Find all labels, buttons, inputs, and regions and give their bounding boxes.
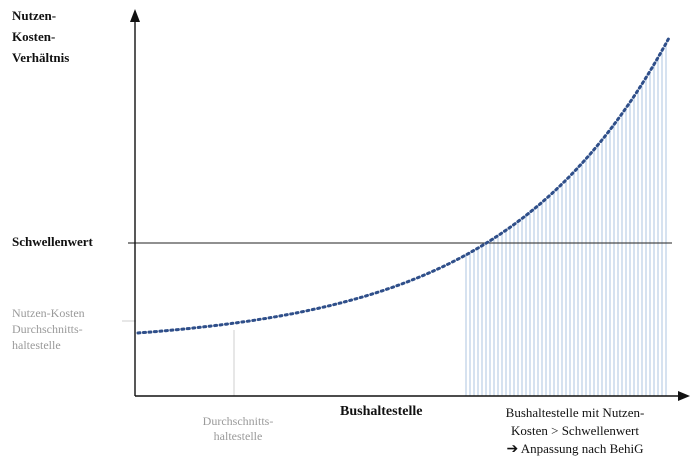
y-axis-arrowhead bbox=[130, 9, 140, 22]
avg-ratio-label-line: Durchschnitts- bbox=[12, 321, 122, 337]
right-note-line: Bushaltestelle mit Nutzen- bbox=[470, 404, 680, 422]
right-note-line: ➔ Anpassung nach BehiG bbox=[470, 440, 680, 459]
avg-ratio-label-line: Nutzen-Kosten bbox=[12, 305, 122, 321]
y-axis-label-line: Verhältnis bbox=[12, 50, 112, 65]
arrow-right-icon: ➔ bbox=[506, 442, 518, 457]
avg-stop-label-line: haltestelle bbox=[186, 429, 290, 444]
right-note-line: Kosten > Schwellenwert bbox=[470, 422, 680, 440]
avg-ratio-label-line: haltestelle bbox=[12, 337, 122, 353]
x-axis-arrowhead bbox=[678, 391, 690, 401]
avg-stop-label: Durchschnitts- haltestelle bbox=[186, 414, 290, 444]
y-axis-label-line: Kosten- bbox=[12, 29, 112, 44]
shaded-area-above-threshold bbox=[466, 43, 666, 396]
x-axis-label: Bushaltestelle bbox=[340, 404, 422, 419]
avg-ratio-label: Nutzen-Kosten Durchschnitts- haltestelle bbox=[12, 305, 122, 353]
y-axis-label: Nutzen- Kosten- Verhältnis bbox=[12, 8, 112, 71]
threshold-label: Schwellenwert bbox=[12, 234, 93, 249]
right-note: Bushaltestelle mit Nutzen- Kosten > Schw… bbox=[470, 404, 680, 459]
y-axis-label-line: Nutzen- bbox=[12, 8, 112, 23]
right-note-text: Anpassung nach BehiG bbox=[521, 441, 644, 456]
avg-stop-label-line: Durchschnitts- bbox=[186, 414, 290, 429]
